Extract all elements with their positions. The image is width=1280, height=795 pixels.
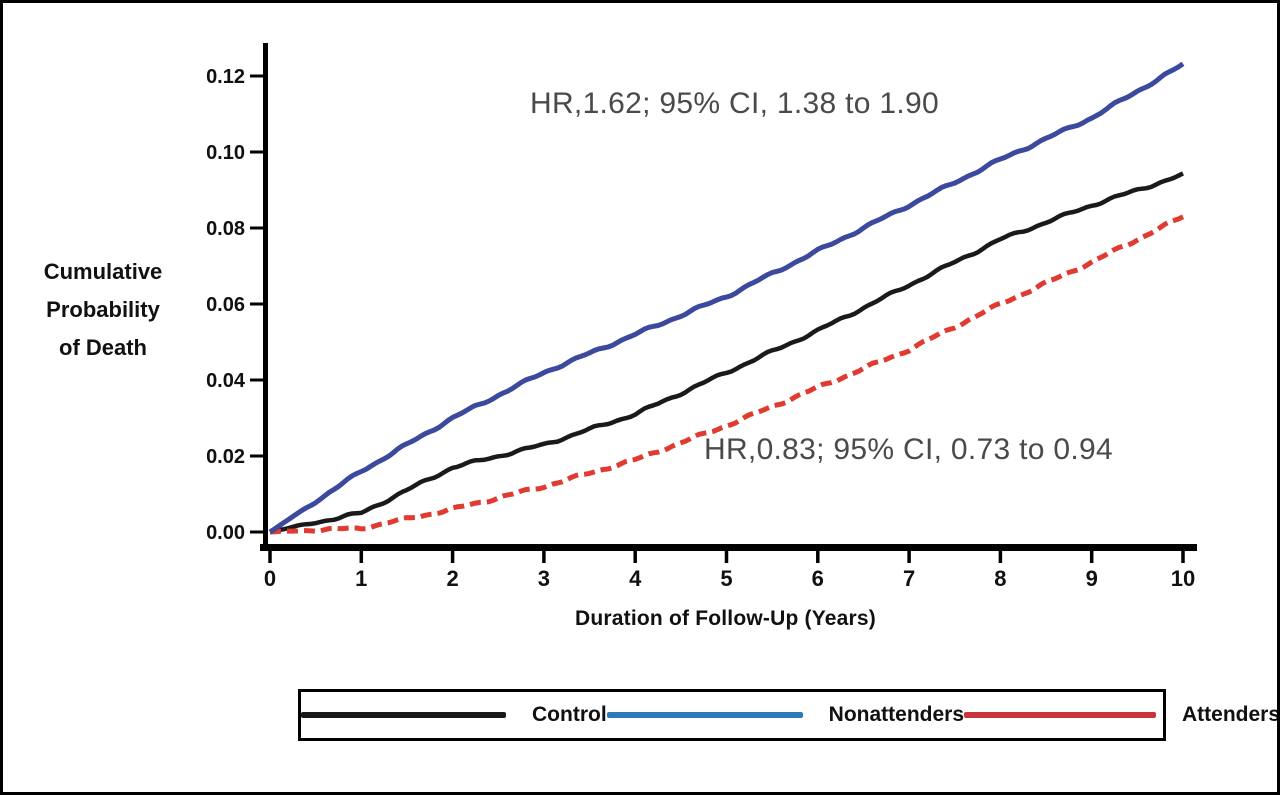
svg-text:0: 0 bbox=[264, 566, 276, 591]
series-line-attenders bbox=[269, 214, 1185, 535]
svg-text:0.02: 0.02 bbox=[206, 446, 245, 468]
legend-item-nonattenders: Nonattenders bbox=[606, 703, 965, 727]
svg-text:8: 8 bbox=[994, 566, 1006, 591]
y-axis-title-line-3: of Death bbox=[59, 335, 147, 360]
y-axis-title-line-1: Cumulative bbox=[43, 259, 163, 284]
legend-item-control: Control bbox=[301, 703, 607, 727]
svg-text:0.06: 0.06 bbox=[206, 294, 245, 316]
x-axis-ticks: 0 1 2 3 4 5 6 7 8 9 10 bbox=[264, 551, 1195, 591]
legend-label-attenders: Attenders bbox=[1182, 703, 1280, 726]
svg-text:3: 3 bbox=[538, 566, 550, 591]
km-plot: 0.00 0.02 0.04 0.06 0.08 0.10 0.12 0 1 2 3 4 5 6 7 8 9 10 bbox=[206, 43, 1197, 591]
series-line-nonattenders bbox=[268, 61, 1185, 535]
series-line-control bbox=[269, 171, 1185, 535]
legend-line-nonattenders bbox=[606, 712, 803, 718]
svg-text:10: 10 bbox=[1171, 566, 1195, 591]
legend-box: Control Nonattenders Attenders bbox=[298, 689, 1277, 741]
x-axis-title: Duration of Follow-Up (Years) bbox=[575, 607, 876, 630]
y-axis-title-line-2: Probability bbox=[46, 297, 160, 322]
svg-text:0.08: 0.08 bbox=[206, 218, 245, 240]
svg-text:5: 5 bbox=[720, 566, 732, 591]
legend-line-control bbox=[301, 712, 506, 718]
legend-line-attenders bbox=[964, 712, 1157, 718]
svg-text:0.10: 0.10 bbox=[206, 142, 245, 164]
y-axis-title: Cumulative Probability of Death bbox=[17, 253, 189, 367]
svg-text:0.04: 0.04 bbox=[206, 370, 246, 392]
svg-text:4: 4 bbox=[629, 566, 642, 591]
svg-text:9: 9 bbox=[1086, 566, 1098, 591]
y-axis-ticks: 0.00 0.02 0.04 0.06 0.08 0.10 0.12 bbox=[206, 66, 263, 544]
legend-item-attenders: Attenders bbox=[964, 703, 1280, 727]
svg-text:7: 7 bbox=[903, 566, 915, 591]
svg-text:0.12: 0.12 bbox=[206, 66, 245, 88]
svg-text:6: 6 bbox=[812, 566, 824, 591]
axes bbox=[260, 43, 1197, 551]
legend-label-control: Control bbox=[532, 703, 607, 726]
svg-text:0.00: 0.00 bbox=[206, 522, 245, 544]
svg-text:1: 1 bbox=[355, 566, 367, 591]
annotation-attenders-hr: HR,0.83; 95% CI, 0.73 to 0.94 bbox=[704, 433, 1113, 466]
svg-text:2: 2 bbox=[446, 566, 458, 591]
legend-label-nonattenders: Nonattenders bbox=[828, 703, 965, 726]
annotation-nonattenders-hr: HR,1.62; 95% CI, 1.38 to 1.90 bbox=[530, 87, 939, 120]
